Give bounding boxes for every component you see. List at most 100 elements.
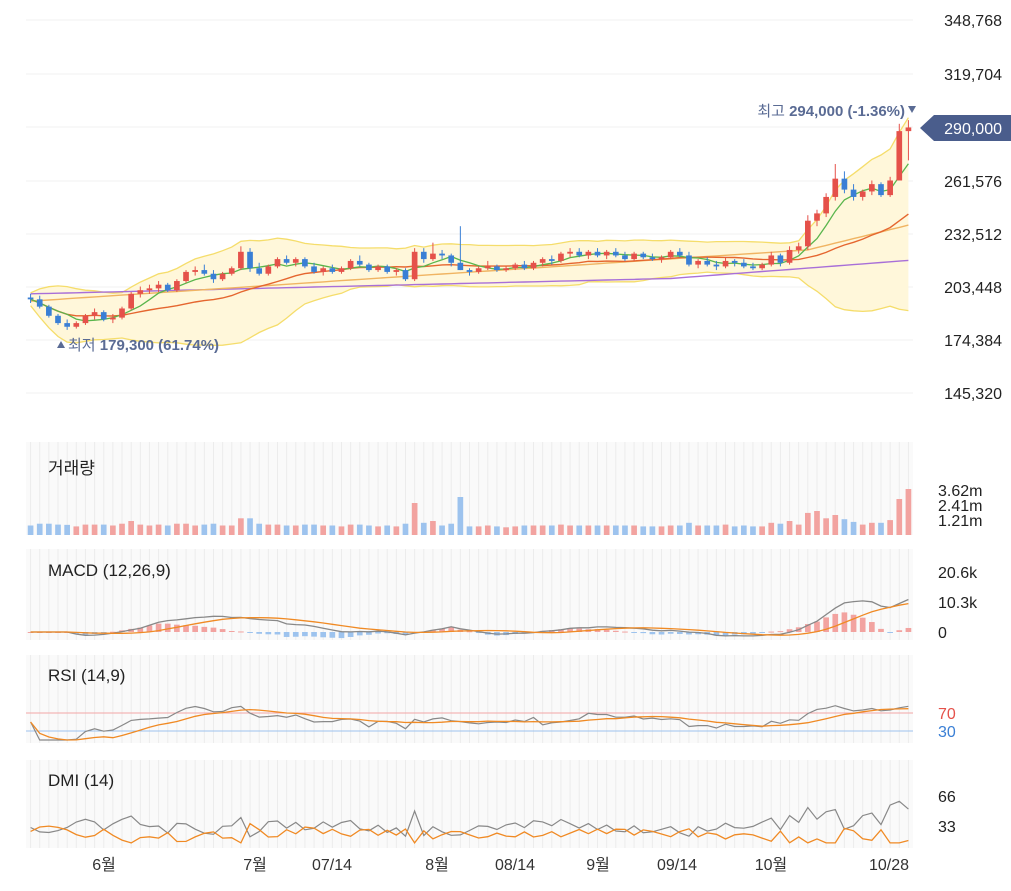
candle-body (649, 257, 656, 260)
candle-body (567, 251, 573, 254)
candle-body (878, 184, 884, 196)
candle-body (420, 251, 427, 260)
dmi-plus-line (30, 800, 909, 838)
volume-bar (183, 523, 189, 535)
candle-body (503, 268, 509, 271)
volume-bar (704, 525, 711, 535)
volume-bar (740, 525, 747, 535)
candle-body (695, 260, 701, 265)
macd-histogram-bar (448, 627, 455, 632)
date-axis-label: 8월 (425, 856, 449, 874)
candle-body (795, 246, 802, 250)
grid-lines (26, 19, 913, 848)
macd-histogram-bar (110, 631, 116, 633)
candle-body (320, 268, 327, 272)
volume-bar (832, 515, 839, 535)
dmi-title: DMI (14) (48, 771, 115, 790)
candle-body (686, 255, 692, 265)
low-annotation: 최저 179,300 (61.74%) (68, 337, 219, 354)
candle-body (36, 299, 43, 307)
volume-bar (805, 512, 811, 535)
volume-bar (768, 522, 775, 535)
volume-bar (795, 524, 802, 535)
candle-body (210, 273, 217, 280)
candle-body (238, 251, 244, 269)
bollinger-fill (30, 117, 909, 346)
volume-bar (201, 524, 208, 535)
macd-histogram-bar (274, 632, 281, 635)
volume-bar (329, 525, 336, 535)
volume-bar (384, 525, 391, 535)
candle-body (905, 127, 912, 132)
volume-bar (439, 525, 445, 535)
macd-histogram-bar (329, 632, 336, 638)
macd-histogram-bar (238, 631, 244, 633)
macd-histogram-bar (384, 632, 391, 634)
volume-axis-label: 2.41m (938, 498, 982, 515)
candle-body (119, 308, 125, 318)
volume-bar (759, 526, 765, 535)
macd-histogram-bar (814, 621, 820, 632)
dmi-minus-line (30, 822, 909, 845)
macd-histogram-bar (137, 627, 144, 632)
volume-bar (850, 521, 857, 535)
volume-bar (585, 525, 592, 535)
macd-histogram-bar (219, 629, 226, 632)
price-axis-label: 319,704 (944, 67, 1002, 84)
macd-histogram-bar (183, 625, 189, 632)
candle-body (366, 264, 372, 271)
macd-histogram-bar (805, 624, 811, 632)
volume-bar (210, 523, 217, 535)
volume-bar (64, 524, 70, 535)
candle-body (128, 293, 134, 309)
volume-bar (82, 524, 89, 535)
macd-histogram-bar (247, 632, 253, 633)
macd-histogram-bar (823, 617, 829, 632)
macd-histogram-bar (430, 629, 436, 632)
macd-histogram-bar (722, 632, 729, 636)
macd-axis-label: 20.6k (938, 565, 978, 582)
rsi-30-label: 30 (938, 724, 956, 741)
volume-bar (55, 524, 61, 535)
candle-body (283, 259, 290, 263)
candle-body (814, 213, 820, 221)
candle-body (850, 189, 857, 197)
volume-bar (484, 525, 491, 535)
macd-histogram-bar (302, 632, 308, 637)
candle-body (137, 290, 144, 294)
macd-histogram-bar (750, 632, 756, 634)
candle-body (676, 251, 683, 256)
candle-body (740, 262, 747, 267)
macd-histogram-bar (649, 632, 656, 635)
volume-bar (393, 526, 400, 535)
candle-body (786, 249, 793, 263)
high-arrow-icon (908, 106, 916, 113)
volume-bar (283, 525, 290, 535)
candle-body (859, 191, 866, 197)
candle-body (768, 255, 775, 265)
volume-bar (896, 499, 903, 535)
macd-histogram-bar (686, 632, 692, 635)
candle-body (164, 284, 171, 291)
macd-histogram-bar (850, 614, 857, 632)
volume-bar (36, 523, 43, 535)
macd-histogram-bar (192, 625, 199, 632)
macd-histogram-bar (292, 632, 299, 637)
candle-body (585, 251, 592, 256)
candle-body (55, 315, 61, 324)
date-axis-label: 10/28 (869, 857, 909, 874)
volume-bar (823, 518, 829, 535)
macd-histogram-bar (439, 628, 445, 632)
candle-body (731, 260, 738, 263)
candle-body (46, 306, 52, 316)
candle-body (658, 257, 665, 260)
macd-histogram-bar (201, 626, 208, 632)
volume-bar (539, 525, 546, 535)
macd-axis-label: 0 (938, 625, 947, 642)
price-axis-label: 348,768 (944, 13, 1002, 30)
macd-histogram-bar (869, 622, 875, 632)
current-price-tag (920, 115, 1011, 141)
volume-bar (558, 524, 564, 535)
volume-bar (128, 521, 134, 535)
